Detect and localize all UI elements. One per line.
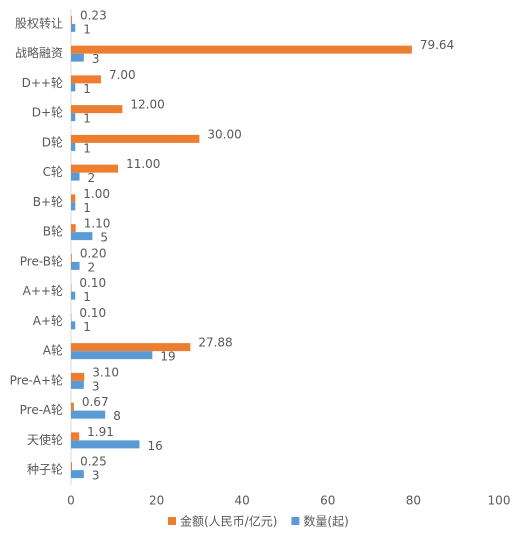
data-label: 19 [160, 350, 175, 364]
data-label: 5 [100, 231, 108, 245]
y-tick-label: C轮 [43, 165, 63, 179]
bar [71, 410, 106, 419]
bar [71, 470, 84, 479]
data-label: 3.10 [92, 365, 119, 379]
data-label: 3 [92, 379, 100, 393]
y-tick-label: A++轮 [23, 284, 63, 298]
bar [71, 83, 76, 92]
data-label: 1.91 [87, 425, 114, 439]
data-label: 0.20 [80, 246, 107, 260]
data-label: 1 [83, 112, 91, 126]
data-label: 1.00 [83, 187, 110, 201]
x-tick-label: 60 [320, 494, 335, 508]
bar [71, 15, 72, 24]
bar [71, 164, 119, 173]
data-label: 1 [83, 141, 91, 155]
bar [71, 380, 84, 389]
data-label: 2 [88, 260, 96, 274]
data-label: 12.00 [130, 98, 164, 112]
y-tick-label: Pre-B轮 [20, 254, 63, 268]
bar [71, 134, 200, 143]
y-tick-label: 天使轮 [27, 432, 63, 447]
bar [71, 172, 80, 181]
bar [71, 142, 76, 151]
data-label: 1 [83, 22, 91, 36]
bar [71, 253, 72, 262]
bar [71, 432, 80, 441]
legend-label: 数量(起) [303, 514, 348, 529]
y-tick-label: Pre-A轮 [20, 403, 63, 417]
data-label: 0.67 [82, 395, 109, 409]
x-tick-label: 20 [149, 494, 164, 508]
bar [71, 45, 412, 54]
data-label: 1 [83, 82, 91, 96]
data-label: 11.00 [126, 157, 160, 171]
data-label: 16 [147, 439, 162, 453]
x-tick-label: 100 [488, 494, 511, 508]
bar [71, 351, 153, 360]
x-tick-label: 40 [235, 494, 250, 508]
data-label: 1.10 [84, 217, 111, 231]
data-label: 1 [83, 201, 91, 215]
data-label: 30.00 [207, 127, 241, 141]
data-label: 27.88 [198, 336, 232, 350]
data-label: 2 [88, 171, 96, 185]
bar [71, 462, 73, 471]
y-tick-label: 种子轮 [27, 463, 63, 477]
bar [71, 402, 74, 411]
y-tick-label: B轮 [43, 225, 63, 239]
data-label: 0.10 [79, 306, 106, 320]
bar [71, 232, 93, 241]
y-tick-label: A+轮 [33, 314, 63, 328]
bar [71, 75, 101, 84]
data-label: 3 [92, 52, 100, 66]
y-tick-label: 股权转让 [15, 15, 63, 30]
legend-label: 金额(人民币/亿元) [180, 514, 277, 529]
bar [71, 372, 85, 381]
bar [71, 105, 123, 114]
y-tick-label: D+轮 [32, 106, 63, 120]
data-label: 8 [113, 409, 121, 423]
bar [71, 113, 76, 122]
y-tick-label: B+轮 [33, 195, 63, 209]
y-tick-label: Pre-A+轮 [10, 373, 63, 387]
bar [71, 291, 76, 300]
bar [71, 440, 140, 449]
bar [71, 194, 76, 203]
bar [71, 224, 76, 233]
y-tick-label: D++轮 [22, 76, 63, 90]
bar [71, 343, 191, 352]
data-label: 1 [83, 320, 91, 334]
data-label: 0.23 [80, 8, 107, 22]
bar [71, 321, 76, 330]
y-tick-label: A轮 [43, 344, 63, 358]
y-tick-label: 战略融资 [15, 45, 63, 60]
data-label: 3 [92, 469, 100, 483]
legend-swatch [168, 517, 176, 525]
bar [71, 261, 80, 270]
bar [71, 202, 76, 211]
bar [71, 23, 76, 32]
data-label: 0.10 [79, 276, 106, 290]
y-tick-label: D轮 [42, 135, 63, 149]
data-label: 79.64 [420, 38, 454, 52]
x-tick-label: 80 [406, 494, 421, 508]
bar [71, 53, 84, 62]
data-label: 7.00 [109, 68, 136, 82]
legend-swatch [291, 517, 300, 525]
data-label: 1 [83, 290, 91, 304]
x-tick-label: 0 [67, 494, 75, 508]
data-label: 0.25 [80, 455, 107, 469]
